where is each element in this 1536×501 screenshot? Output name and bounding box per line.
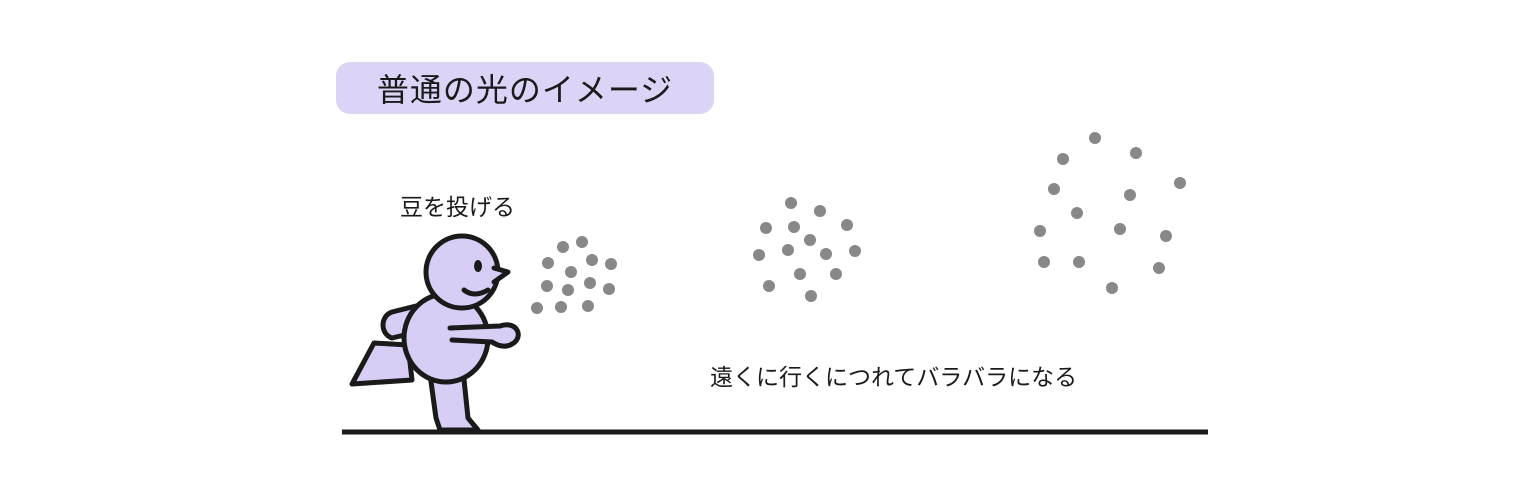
scatter-description-label: 遠くに行くにつれてバラバラになる <box>710 365 1078 391</box>
head <box>423 233 501 311</box>
nose <box>491 265 511 285</box>
beans-cluster-middle <box>753 197 861 302</box>
beans-cluster-near <box>531 236 617 314</box>
beans-cluster-far <box>1034 132 1186 294</box>
eye <box>474 260 482 272</box>
back-leg <box>349 340 415 387</box>
diagram-title: 普通の光のイメージ <box>336 62 714 114</box>
front-arm <box>447 322 521 349</box>
throw-beans-label: 豆を投げる <box>400 195 515 221</box>
running-person-icon <box>349 233 521 433</box>
mouth <box>461 287 491 297</box>
